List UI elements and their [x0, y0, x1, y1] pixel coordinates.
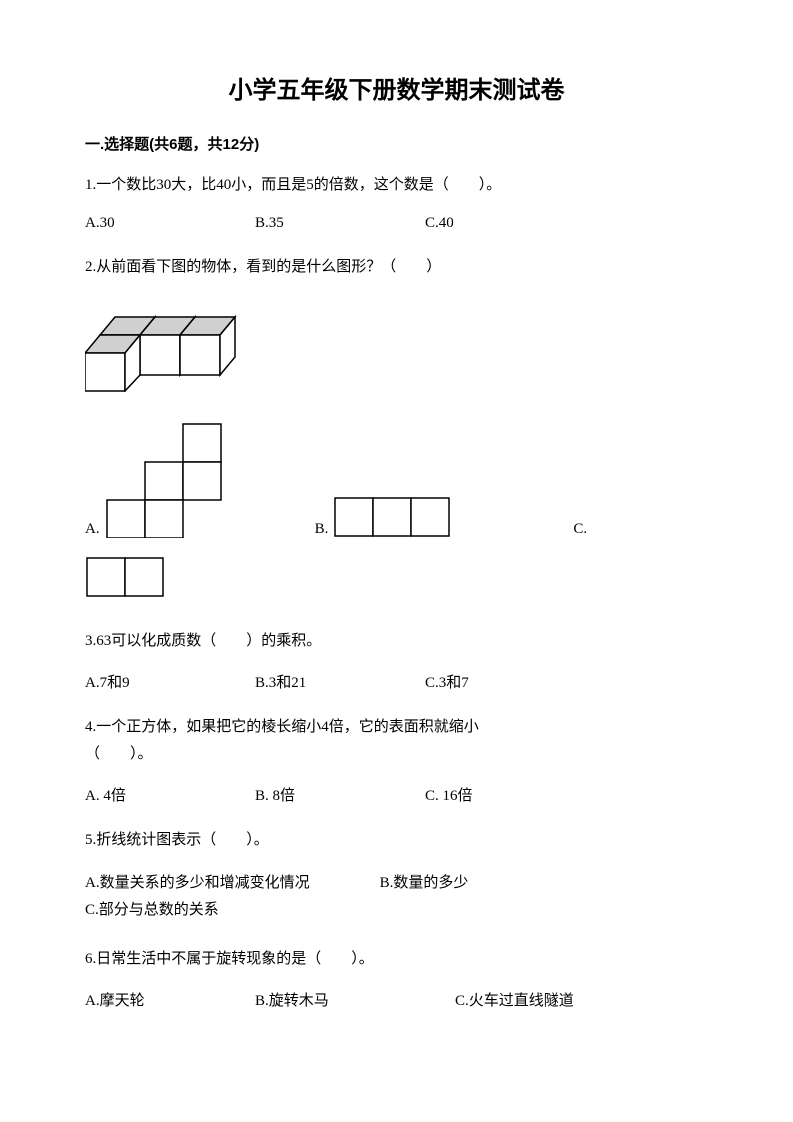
shape-c-icon — [85, 556, 167, 598]
shape-a-icon — [105, 422, 225, 538]
section-header: 一.选择题(共6题，共12分) — [85, 133, 708, 154]
q2-labelA: A. — [85, 521, 100, 538]
q4-line1: 4.一个正方体，如果把它的棱长缩小4倍，它的表面积就缩小 — [85, 719, 479, 735]
q6-options: A.摩天轮 B.旋转木马 C.火车过直线隧道 — [85, 989, 708, 1010]
q3-text: 3.63可以化成质数（ ）的乘积。 — [85, 628, 708, 655]
q4-text: 4.一个正方体，如果把它的棱长缩小4倍，它的表面积就缩小 （ ）。 — [85, 714, 708, 768]
q3-optB: B.3和21 — [255, 671, 425, 692]
q5-optB: B.数量的多少 — [380, 870, 469, 897]
cubes-3d-icon — [85, 297, 255, 392]
q5-options: A.数量关系的多少和增减变化情况 B.数量的多少 C.部分与总数的关系 — [85, 870, 708, 924]
q5-optC: C.部分与总数的关系 — [85, 897, 219, 924]
q5-optA: A.数量关系的多少和增减变化情况 — [85, 870, 310, 897]
q1-text: 1.一个数比30大，比40小，而且是5的倍数，这个数是（ ）。 — [85, 172, 708, 199]
q6-optA: A.摩天轮 — [85, 989, 255, 1010]
q1-optC: C.40 — [425, 215, 595, 232]
q6-optC: C.火车过直线隧道 — [455, 989, 574, 1010]
q2-option-b: B. — [315, 496, 454, 538]
q6-text: 6.日常生活中不属于旋转现象的是（ ）。 — [85, 946, 708, 973]
q2-labelC: C. — [573, 521, 587, 538]
q4-optA: A. 4倍 — [85, 784, 255, 805]
q4-optB: B. 8倍 — [255, 784, 425, 805]
q1-optA: A.30 — [85, 215, 255, 232]
q3-optC: C.3和7 — [425, 671, 595, 692]
q2-main-figure — [85, 297, 708, 392]
q4-options: A. 4倍 B. 8倍 C. 16倍 — [85, 784, 708, 805]
q2-text: 2.从前面看下图的物体，看到的是什么图形？（ ） — [85, 254, 708, 281]
q2-labelB: B. — [315, 521, 329, 538]
q4-optC: C. 16倍 — [425, 784, 595, 805]
q4-line2: （ ）。 — [85, 746, 153, 762]
q5-text: 5.折线统计图表示（ ）。 — [85, 827, 708, 854]
q1-options: A.30 B.35 C.40 — [85, 215, 708, 232]
q6-optB: B.旋转木马 — [255, 989, 455, 1010]
shape-b-icon — [333, 496, 453, 538]
q3-optA: A.7和9 — [85, 671, 255, 692]
q2-option-a: A. — [85, 422, 225, 538]
page-title: 小学五年级下册数学期末测试卷 — [85, 70, 708, 105]
q2-option-c-shape — [85, 556, 708, 598]
q2-option-c: C. — [573, 521, 592, 538]
q3-options: A.7和9 B.3和21 C.3和7 — [85, 671, 708, 692]
q2-options-row: A. B. C. — [85, 422, 708, 538]
q1-optB: B.35 — [255, 215, 425, 232]
